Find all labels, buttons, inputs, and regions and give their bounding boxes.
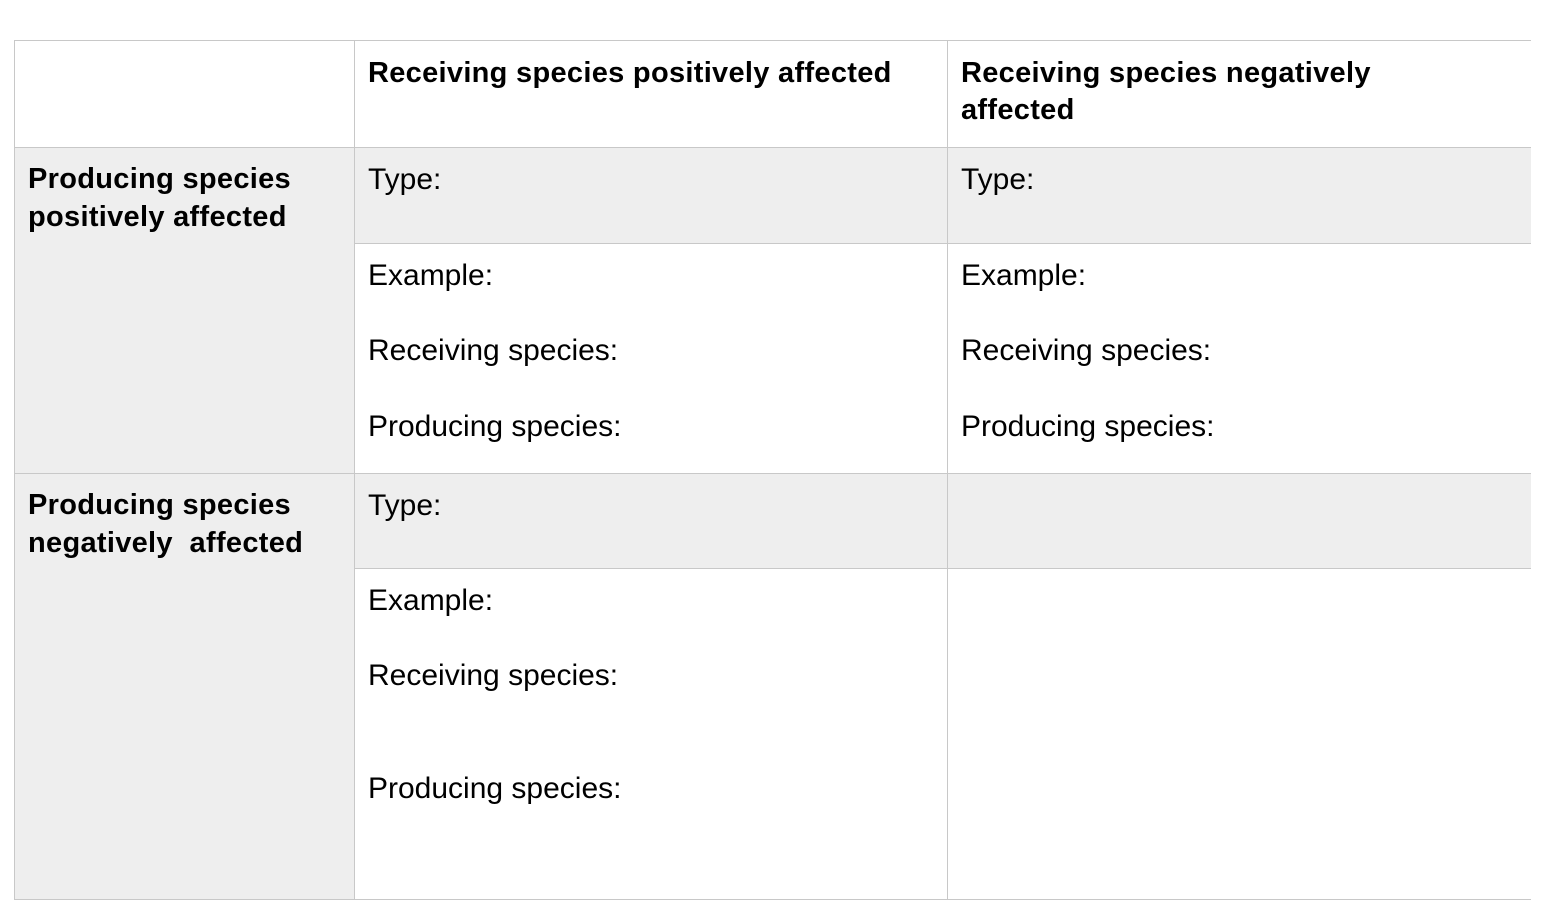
row-header-negative: Producing species negatively affected — [28, 489, 304, 559]
producing-species-label: Producing species: — [961, 410, 1215, 443]
receiving-species-label: Receiving species: — [961, 334, 1212, 367]
empty-cell-neg-neg-top — [948, 474, 1531, 569]
type-label: Type: — [961, 163, 1035, 196]
type-cell-neg-pos: Type: — [355, 474, 948, 569]
example-label: Example: — [368, 259, 494, 292]
producing-species-label: Producing species: — [368, 410, 622, 443]
producing-species-label: Producing species: — [368, 772, 622, 805]
type-cell-pos-neg: Type: — [948, 148, 1531, 244]
type-label: Type: — [368, 163, 442, 196]
type-cell-pos-pos: Type: — [355, 148, 948, 244]
column-header-negative: Receiving species negatively affected — [961, 57, 1371, 126]
type-label: Type: — [368, 489, 442, 522]
row-header-positive: Producing species positively affected — [28, 163, 291, 233]
receiving-species-label: Receiving species: — [368, 334, 619, 367]
receiving-species-label: Receiving species: — [368, 659, 619, 692]
row-header-cell-negative: Producing species negatively affected — [15, 474, 355, 899]
interaction-table: Receiving species positively affected Re… — [14, 40, 1531, 900]
example-label: Example: — [368, 584, 494, 617]
header-corner-cell — [15, 41, 355, 148]
header-cell-negative: Receiving species negatively affected — [948, 41, 1531, 148]
empty-cell-neg-neg-bottom — [948, 569, 1531, 899]
example-label: Example: — [961, 259, 1087, 292]
row-header-cell-positive: Producing species positively affected — [15, 148, 355, 474]
header-cell-positive: Receiving species positively affected — [355, 41, 948, 148]
example-cell-pos-neg: Example: Receiving species: Producing sp… — [948, 244, 1531, 474]
example-cell-pos-pos: Example: Receiving species: Producing sp… — [355, 244, 948, 474]
column-header-positive: Receiving species positively affected — [368, 57, 892, 89]
example-cell-neg-pos: Example: Receiving species: Producing sp… — [355, 569, 948, 899]
